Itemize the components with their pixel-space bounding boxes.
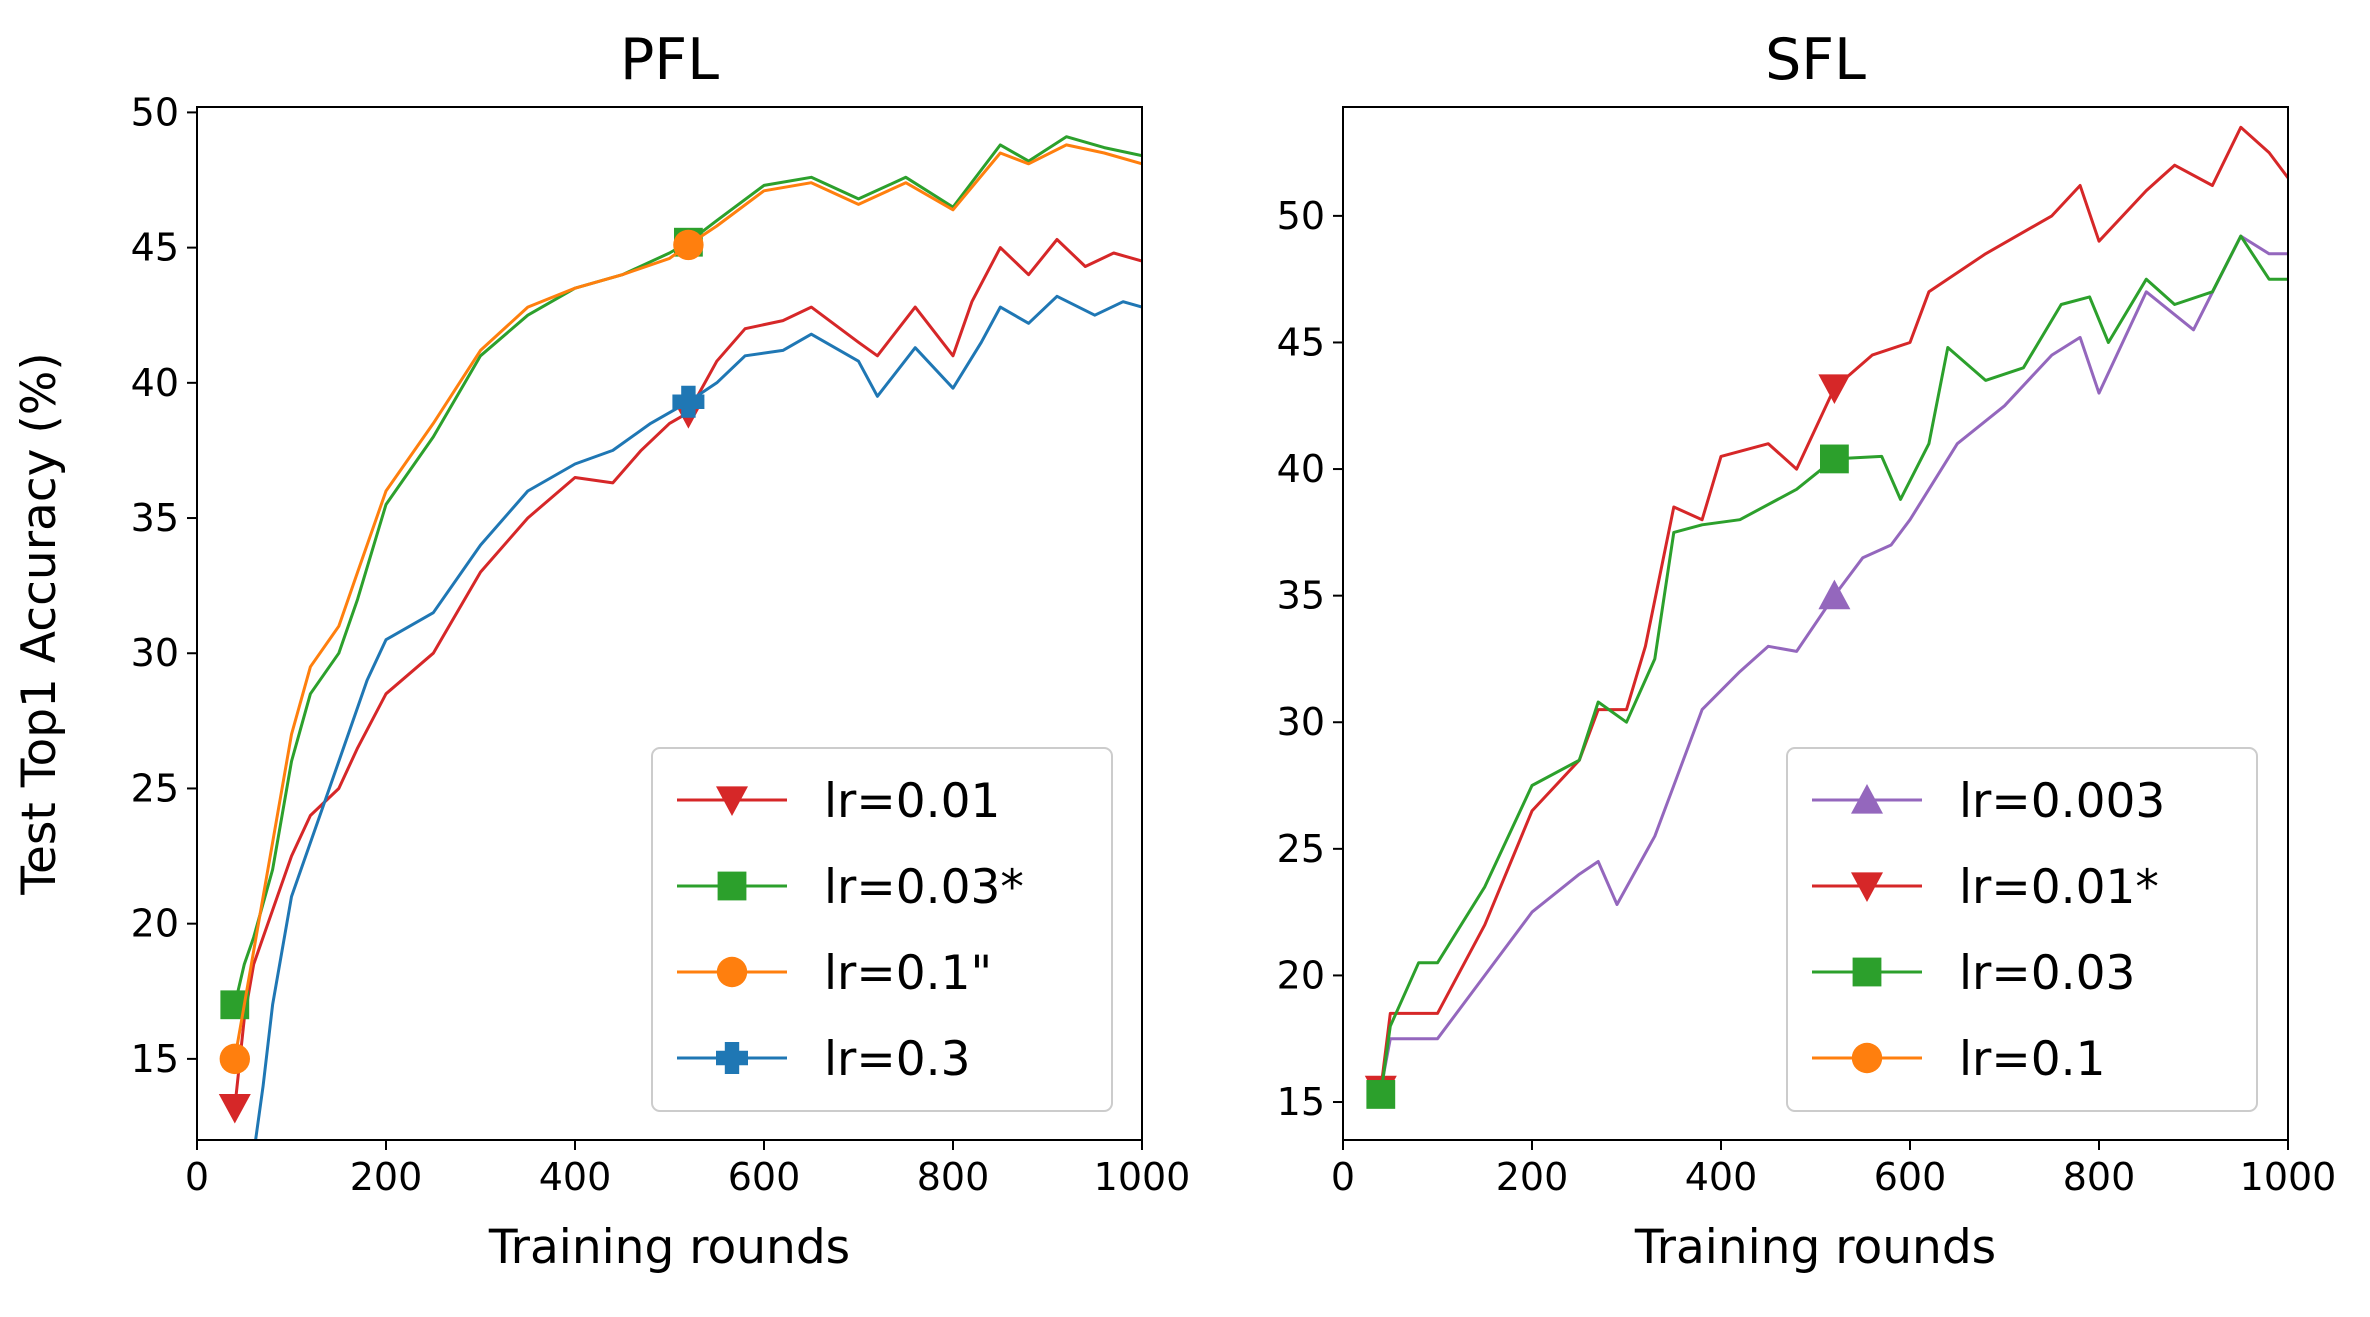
legend-label: lr=0.01* bbox=[1959, 860, 2159, 915]
y-tick-label: 20 bbox=[131, 902, 179, 946]
x-tick-label: 200 bbox=[350, 1155, 423, 1199]
legend-label: lr=0.3 bbox=[824, 1032, 971, 1087]
series-line-1 bbox=[1379, 125, 2288, 1090]
x-tick-label: 600 bbox=[1874, 1155, 1947, 1199]
y-tick-label: 45 bbox=[131, 226, 179, 270]
legend-label: lr=0.03* bbox=[824, 860, 1024, 915]
legend-marker bbox=[1851, 1042, 1883, 1074]
legend-marker bbox=[716, 1042, 748, 1074]
y-tick-label: 50 bbox=[1277, 194, 1325, 238]
data-point-marker bbox=[672, 385, 705, 418]
x-tick-label: 800 bbox=[2063, 1155, 2136, 1199]
y-tick-label: 20 bbox=[1277, 953, 1325, 997]
series-line-0 bbox=[1379, 234, 2288, 1090]
y-tick-label: 30 bbox=[1277, 700, 1325, 744]
x-tick-label: 0 bbox=[1331, 1155, 1355, 1199]
y-tick-label: 25 bbox=[131, 766, 179, 810]
x-tick-label: 400 bbox=[1685, 1155, 1758, 1199]
legend-box bbox=[651, 747, 1113, 1112]
legend-marker bbox=[1852, 957, 1882, 987]
legend-marker bbox=[716, 786, 748, 816]
x-axis-label: Training rounds bbox=[1634, 1220, 1996, 1275]
y-tick-label: 50 bbox=[131, 90, 179, 134]
y-tick-label: 40 bbox=[1277, 447, 1325, 491]
x-tick-label: 1000 bbox=[1094, 1155, 1191, 1199]
series-line-3 bbox=[254, 294, 1142, 1140]
y-axis-label: Test Top1 Accuracy (%) bbox=[12, 352, 67, 896]
legend-label: lr=0.1" bbox=[824, 946, 992, 1001]
sfl-panel: 0 200 400 600 800 1000 15 20 25 30 35 40 45 50 SFL Trai… bbox=[1277, 27, 2337, 1275]
data-point-marker bbox=[219, 1043, 250, 1075]
legend-label: lr=0.03 bbox=[1959, 946, 2135, 1001]
legend-label: lr=0.003 bbox=[1959, 774, 2165, 829]
legend-marker bbox=[1851, 872, 1883, 902]
series-line-2 bbox=[1379, 234, 2288, 1095]
x-tick-label: 400 bbox=[539, 1155, 612, 1199]
x-tick-label: 200 bbox=[1496, 1155, 1569, 1199]
data-point-marker bbox=[218, 1093, 251, 1124]
x-tick-label: 1000 bbox=[2240, 1155, 2337, 1199]
y-tick-label: 15 bbox=[1277, 1080, 1325, 1124]
legend: lr=0.003 lr=0.01* lr=0.03 lr=0.1 bbox=[1786, 747, 2258, 1112]
data-point-marker bbox=[1366, 1080, 1396, 1109]
legend-marker bbox=[717, 871, 747, 901]
plot-frame bbox=[1342, 106, 2289, 1141]
y-tick-label: 35 bbox=[131, 496, 179, 540]
legend-marker bbox=[1851, 784, 1883, 814]
chart-title: SFL bbox=[1765, 27, 1866, 93]
series-lines bbox=[1364, 125, 2288, 1109]
x-tick-label: 800 bbox=[917, 1155, 990, 1199]
series-line-0 bbox=[233, 238, 1142, 1108]
plot-frame bbox=[196, 106, 1143, 1141]
x-tick-label: 0 bbox=[185, 1155, 209, 1199]
series-lines bbox=[218, 135, 1142, 1140]
data-point-marker bbox=[1818, 579, 1851, 610]
data-point-marker bbox=[1820, 444, 1849, 474]
x-tick-label: 600 bbox=[728, 1155, 801, 1199]
legend-marker bbox=[716, 956, 748, 988]
chart-title: PFL bbox=[620, 27, 719, 93]
y-tick-label: 40 bbox=[131, 361, 179, 405]
data-point-marker bbox=[1818, 374, 1851, 405]
data-point-marker bbox=[673, 229, 704, 261]
legend: lr=0.01 lr=0.03* lr=0.1" lr=0.3 bbox=[651, 747, 1113, 1112]
y-tick-label: 25 bbox=[1277, 827, 1325, 871]
legend-box bbox=[1786, 747, 2258, 1112]
y-tick-label: 45 bbox=[1277, 320, 1325, 364]
series-line-2 bbox=[233, 143, 1142, 1060]
legend-label: lr=0.01 bbox=[824, 774, 1000, 829]
y-tick-label: 35 bbox=[1277, 574, 1325, 618]
y-tick-label: 30 bbox=[131, 631, 179, 675]
legend-label: lr=0.1 bbox=[1959, 1032, 2106, 1087]
y-tick-label: 15 bbox=[131, 1037, 179, 1081]
pfl-panel: 0 200 400 600 800 1000 15 20 25 30 35 40 45 50 PFL Trai… bbox=[12, 27, 1190, 1275]
x-axis-label: Training rounds bbox=[488, 1220, 850, 1275]
